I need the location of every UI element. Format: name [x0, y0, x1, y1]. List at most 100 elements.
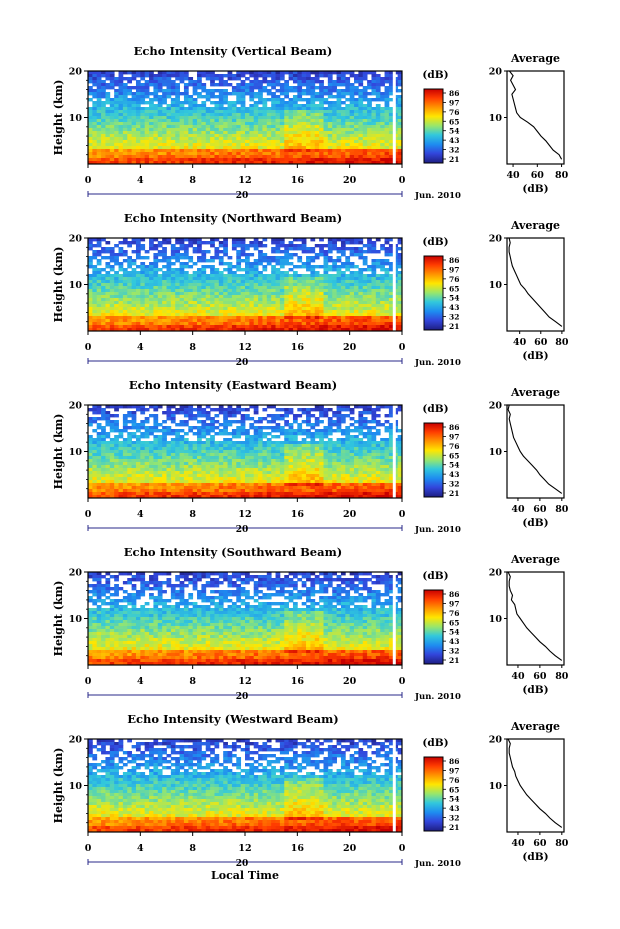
heatmap-cell — [245, 259, 250, 263]
heatmap-cell — [96, 259, 102, 263]
heatmap-cell — [240, 83, 246, 87]
heatmap-cell — [218, 83, 224, 87]
heatmap-cell — [319, 405, 324, 409]
heatmap-cell — [354, 286, 359, 290]
heatmap-cell — [397, 113, 403, 117]
heatmap-cell — [249, 122, 255, 126]
heatmap-cell — [253, 158, 259, 162]
heatmap-cell — [249, 322, 255, 326]
heatmap-cell — [96, 71, 102, 75]
heatmap-cell — [384, 444, 390, 448]
heatmap-cell — [188, 328, 194, 332]
heatmap-cell — [197, 432, 202, 436]
heatmap-cell — [236, 161, 242, 165]
heatmap-cell — [258, 119, 263, 123]
heatmap-cell — [327, 155, 333, 159]
heatmap-cell — [327, 77, 333, 81]
heatmap-cell — [214, 444, 220, 448]
heatmap-cell — [183, 447, 189, 451]
heatmap-cell — [367, 125, 372, 129]
heatmap-cell — [323, 414, 329, 418]
heatmap-cell — [297, 325, 303, 329]
heatmap-cell — [340, 408, 346, 412]
heatmap-cell — [96, 292, 102, 296]
heatmap-cell — [345, 155, 351, 159]
heatmap-cell — [96, 74, 102, 78]
heatmap-cell — [323, 441, 329, 445]
heatmap-cell — [240, 134, 246, 138]
heatmap-cell — [349, 101, 355, 105]
heatmap-cell — [135, 256, 141, 260]
heatmap-cell — [310, 101, 316, 105]
heatmap-cell — [279, 426, 285, 430]
heatmap-cell — [101, 438, 106, 442]
heatmap-cell — [92, 444, 98, 448]
heatmap-cell — [279, 244, 285, 248]
heatmap-cell — [358, 128, 364, 132]
heatmap-cell — [310, 313, 316, 317]
heatmap-cell — [197, 322, 202, 326]
heatmap-cell — [157, 95, 163, 99]
heatmap-cell — [327, 250, 333, 254]
heatmap-cell — [332, 143, 337, 147]
heatmap-cell — [96, 137, 102, 141]
heatmap-cell — [157, 98, 163, 102]
heatmap-cell — [258, 86, 263, 90]
heatmap-cell — [288, 149, 294, 153]
heatmap-cell — [332, 277, 337, 281]
heatmap-cell — [192, 292, 198, 296]
heatmap-cell — [149, 292, 154, 296]
heatmap-cell — [397, 286, 403, 290]
heatmap-cell — [336, 238, 342, 242]
heatmap-cell — [197, 301, 202, 305]
heatmap-cell — [349, 447, 355, 451]
heatmap-cell — [253, 426, 259, 430]
heatmap-cell — [236, 435, 242, 439]
heatmap-cell — [349, 71, 355, 75]
heatmap-cell — [354, 289, 359, 293]
heatmap-cell — [153, 298, 159, 302]
heatmap-cell — [175, 283, 180, 287]
heatmap-cell — [218, 295, 224, 299]
heatmap-cell — [92, 277, 98, 281]
heatmap-cell — [192, 247, 198, 251]
heatmap-cell — [367, 140, 372, 144]
heatmap-cell — [397, 122, 403, 126]
heatmap-cell — [105, 125, 111, 129]
heatmap-cell — [140, 292, 146, 296]
heatmap-cell — [297, 328, 303, 332]
heatmap-cell — [245, 158, 250, 162]
heatmap-cell — [175, 310, 180, 314]
heatmap-cell — [310, 444, 316, 448]
heatmap-cell — [227, 107, 233, 111]
heatmap-cell — [92, 268, 98, 272]
heatmap-cell — [188, 122, 194, 126]
heatmap-cell — [249, 304, 255, 308]
heatmap-cell — [210, 80, 215, 84]
heatmap-cell — [157, 110, 163, 114]
heatmap-cell — [114, 77, 119, 81]
heatmap-cell — [175, 128, 180, 132]
heatmap-cell — [131, 432, 137, 436]
heatmap-cell — [314, 286, 320, 290]
heatmap-cell — [122, 289, 128, 293]
heatmap-cell — [214, 143, 220, 147]
heatmap-cell — [140, 143, 146, 147]
heatmap-cell — [166, 453, 172, 457]
heatmap-cell — [157, 253, 163, 257]
heatmap-cell — [258, 280, 263, 284]
heatmap-cell — [227, 292, 233, 296]
heatmap-cell — [210, 143, 215, 147]
heatmap-cell — [340, 262, 346, 266]
heatmap-cell — [201, 137, 207, 141]
heatmap-cell — [201, 432, 207, 436]
heatmap-cell — [349, 98, 355, 102]
heatmap-cell — [314, 417, 320, 421]
heatmap-cell — [349, 408, 355, 412]
heatmap-cell — [162, 271, 167, 275]
heatmap-cell — [144, 417, 150, 421]
heatmap-cell — [192, 143, 198, 147]
heatmap-cell — [236, 441, 242, 445]
heatmap-cell — [301, 301, 307, 305]
heatmap-cell — [109, 444, 115, 448]
